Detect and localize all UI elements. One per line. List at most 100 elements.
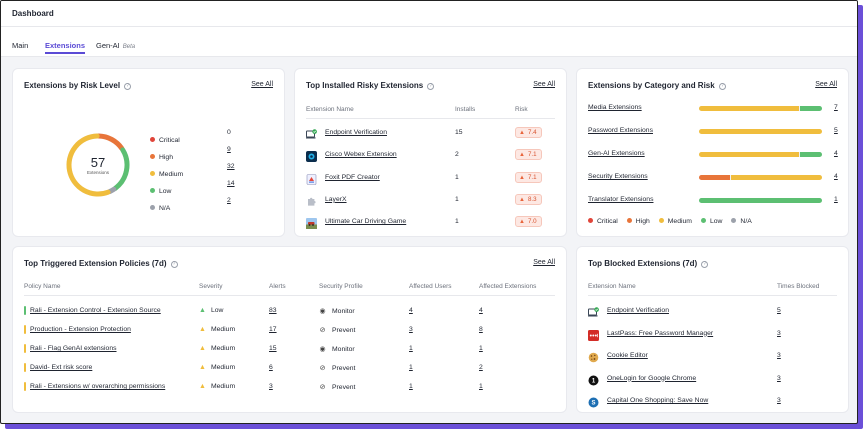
extension-name-link[interactable]: Cisco Webex Extension: [325, 151, 397, 159]
alerts-count-link[interactable]: 17: [269, 326, 277, 333]
lastpass-icon: [588, 328, 599, 341]
tab-gen-ai[interactable]: Gen-AI Beta: [96, 41, 135, 50]
category-count-link[interactable]: 4: [834, 173, 838, 180]
category-legend-item: Medium: [658, 218, 692, 225]
risk-legend-item: Medium 32: [150, 163, 240, 178]
category-name-link[interactable]: Password Extensions: [588, 127, 653, 134]
risk-legend-count[interactable]: 32: [227, 163, 235, 170]
extension-name-link[interactable]: Ultimate Car Driving Game: [325, 218, 407, 226]
blocked-extension-name-link[interactable]: Capital One Shopping: Save Now: [607, 397, 709, 404]
col-header-times-blocked: Times Blocked: [777, 283, 820, 290]
bar-segment: [699, 175, 730, 180]
affected-users-link[interactable]: 1: [409, 383, 413, 390]
help-icon[interactable]: ?: [427, 83, 435, 90]
policy-name-link[interactable]: Production - Extension Protection: [30, 326, 131, 333]
policy-name-link[interactable]: David- Ext risk score: [30, 364, 93, 371]
category-count-link[interactable]: 4: [834, 150, 838, 157]
bar-segment: [800, 106, 822, 111]
risk-badge: ▲ 7.1: [515, 149, 542, 161]
category-name-link[interactable]: Media Extensions: [588, 104, 642, 111]
category-risk-bar: [699, 106, 822, 111]
affected-extensions-link[interactable]: 1: [479, 345, 483, 352]
affected-users-link[interactable]: 3: [409, 326, 413, 333]
affected-extensions-link[interactable]: 1: [479, 383, 483, 390]
col-header-affected-extensions: Affected Extensions: [479, 283, 537, 290]
risk-legend-count[interactable]: 2: [227, 197, 231, 204]
policy-name-link[interactable]: Rali - Extension Control - Extension Sou…: [30, 307, 161, 314]
webex-icon: [306, 149, 317, 163]
help-icon[interactable]: ?: [701, 261, 709, 268]
times-blocked-link[interactable]: 3: [777, 397, 781, 404]
risk-legend-label: Low: [159, 188, 172, 195]
blocked-extension-name-link[interactable]: Cookie Editor: [607, 352, 648, 359]
app-window: Dashboard Main Extensions Gen-AI Beta Ext…: [0, 0, 858, 424]
category-name-link[interactable]: Translator Extensions: [588, 196, 654, 203]
warning-icon: ▲: [519, 130, 525, 136]
risk-legend-label: Critical: [159, 137, 180, 144]
blocked-extension-name-link[interactable]: Endpoint Verification: [607, 307, 669, 314]
svg-text:1: 1: [592, 378, 596, 384]
severity-label: Low: [210, 307, 224, 314]
alerts-count-link[interactable]: 15: [269, 345, 277, 352]
tab-extensions[interactable]: Extensions: [45, 41, 86, 54]
times-blocked-link[interactable]: 3: [777, 374, 781, 382]
risk-legend-item: High 9: [150, 146, 240, 161]
risk-level-title-text: Extensions by Risk Level: [24, 81, 121, 90]
alerts-count-link[interactable]: 6: [269, 364, 273, 371]
security-profile-cell: ◉ Monitor: [319, 307, 354, 315]
tab-gen-ai-label: Gen-AI: [96, 41, 120, 50]
donut-slice-low[interactable]: [112, 147, 130, 191]
extension-name-link[interactable]: LayerX: [325, 195, 347, 203]
top-installed-see-all-link[interactable]: See All: [533, 81, 555, 88]
blocked-card: Top Blocked Extensions (7d)? Extension N…: [576, 246, 849, 413]
times-blocked-link[interactable]: 3: [777, 329, 781, 337]
category-risk-bar: [699, 175, 822, 180]
legend-dot: [150, 171, 155, 176]
risk-legend-count[interactable]: 14: [227, 180, 235, 187]
blocked-extension-name-link[interactable]: LastPass: Free Password Manager: [607, 329, 714, 337]
category-count-link[interactable]: 7: [834, 104, 838, 111]
donut-slice-high[interactable]: [96, 133, 125, 151]
warning-icon: ▲: [519, 219, 525, 226]
times-blocked-link[interactable]: 5: [777, 307, 781, 314]
help-icon[interactable]: ?: [170, 261, 178, 268]
category-count-link[interactable]: 1: [834, 196, 838, 203]
warning-icon: ▲: [519, 196, 525, 203]
help-icon[interactable]: ?: [718, 83, 726, 90]
alerts-count-link[interactable]: 83: [269, 307, 277, 314]
blocked-extension-name-link[interactable]: OneLogin for Google Chrome: [607, 374, 697, 382]
donut-slice-medium[interactable]: [66, 133, 111, 197]
times-blocked-link[interactable]: 3: [777, 352, 781, 359]
policies-see-all-link[interactable]: See All: [533, 259, 555, 266]
category-count-link[interactable]: 5: [834, 127, 838, 134]
top-installed-title-text: Top Installed Risky Extensions: [306, 81, 424, 90]
category-legend-item: High: [626, 218, 650, 225]
affected-users-link[interactable]: 1: [409, 364, 413, 371]
extension-name-link[interactable]: Endpoint Verification: [325, 129, 387, 136]
policy-color-mark: [24, 306, 26, 315]
affected-extensions-link[interactable]: 4: [479, 307, 483, 314]
affected-extensions-link[interactable]: 2: [479, 364, 483, 371]
alerts-count-link[interactable]: 3: [269, 383, 273, 390]
blocked-title: Top Blocked Extensions (7d)?: [588, 259, 709, 268]
policy-name-link[interactable]: Rali - Extensions w/ overarching permiss…: [30, 383, 166, 390]
category-name-link[interactable]: Security Extensions: [588, 173, 648, 180]
bar-segment: [699, 106, 800, 111]
risk-legend-count[interactable]: 9: [227, 146, 231, 153]
help-icon[interactable]: ?: [124, 83, 132, 90]
bar-segment: [699, 198, 822, 203]
risk-level-card: Extensions by Risk Level? See All 57 Ext…: [12, 68, 285, 237]
policy-name-link[interactable]: Rali - Flag GenAI extensions: [30, 345, 117, 352]
legend-dot: [626, 218, 632, 223]
category-name-link[interactable]: Gen-AI Extensions: [588, 150, 645, 157]
legend-dot: [658, 218, 664, 223]
affected-users-link[interactable]: 1: [409, 345, 413, 352]
affected-users-link[interactable]: 4: [409, 307, 413, 314]
tab-main[interactable]: Main: [12, 41, 28, 50]
category-see-all-link[interactable]: See All: [815, 81, 837, 88]
installs-count: 1: [455, 218, 459, 226]
risk-level-see-all-link[interactable]: See All: [251, 81, 273, 88]
onelogin-icon: 1: [588, 373, 599, 385]
extension-name-link[interactable]: Foxit PDF Creator: [325, 173, 380, 181]
affected-extensions-link[interactable]: 8: [479, 326, 483, 333]
